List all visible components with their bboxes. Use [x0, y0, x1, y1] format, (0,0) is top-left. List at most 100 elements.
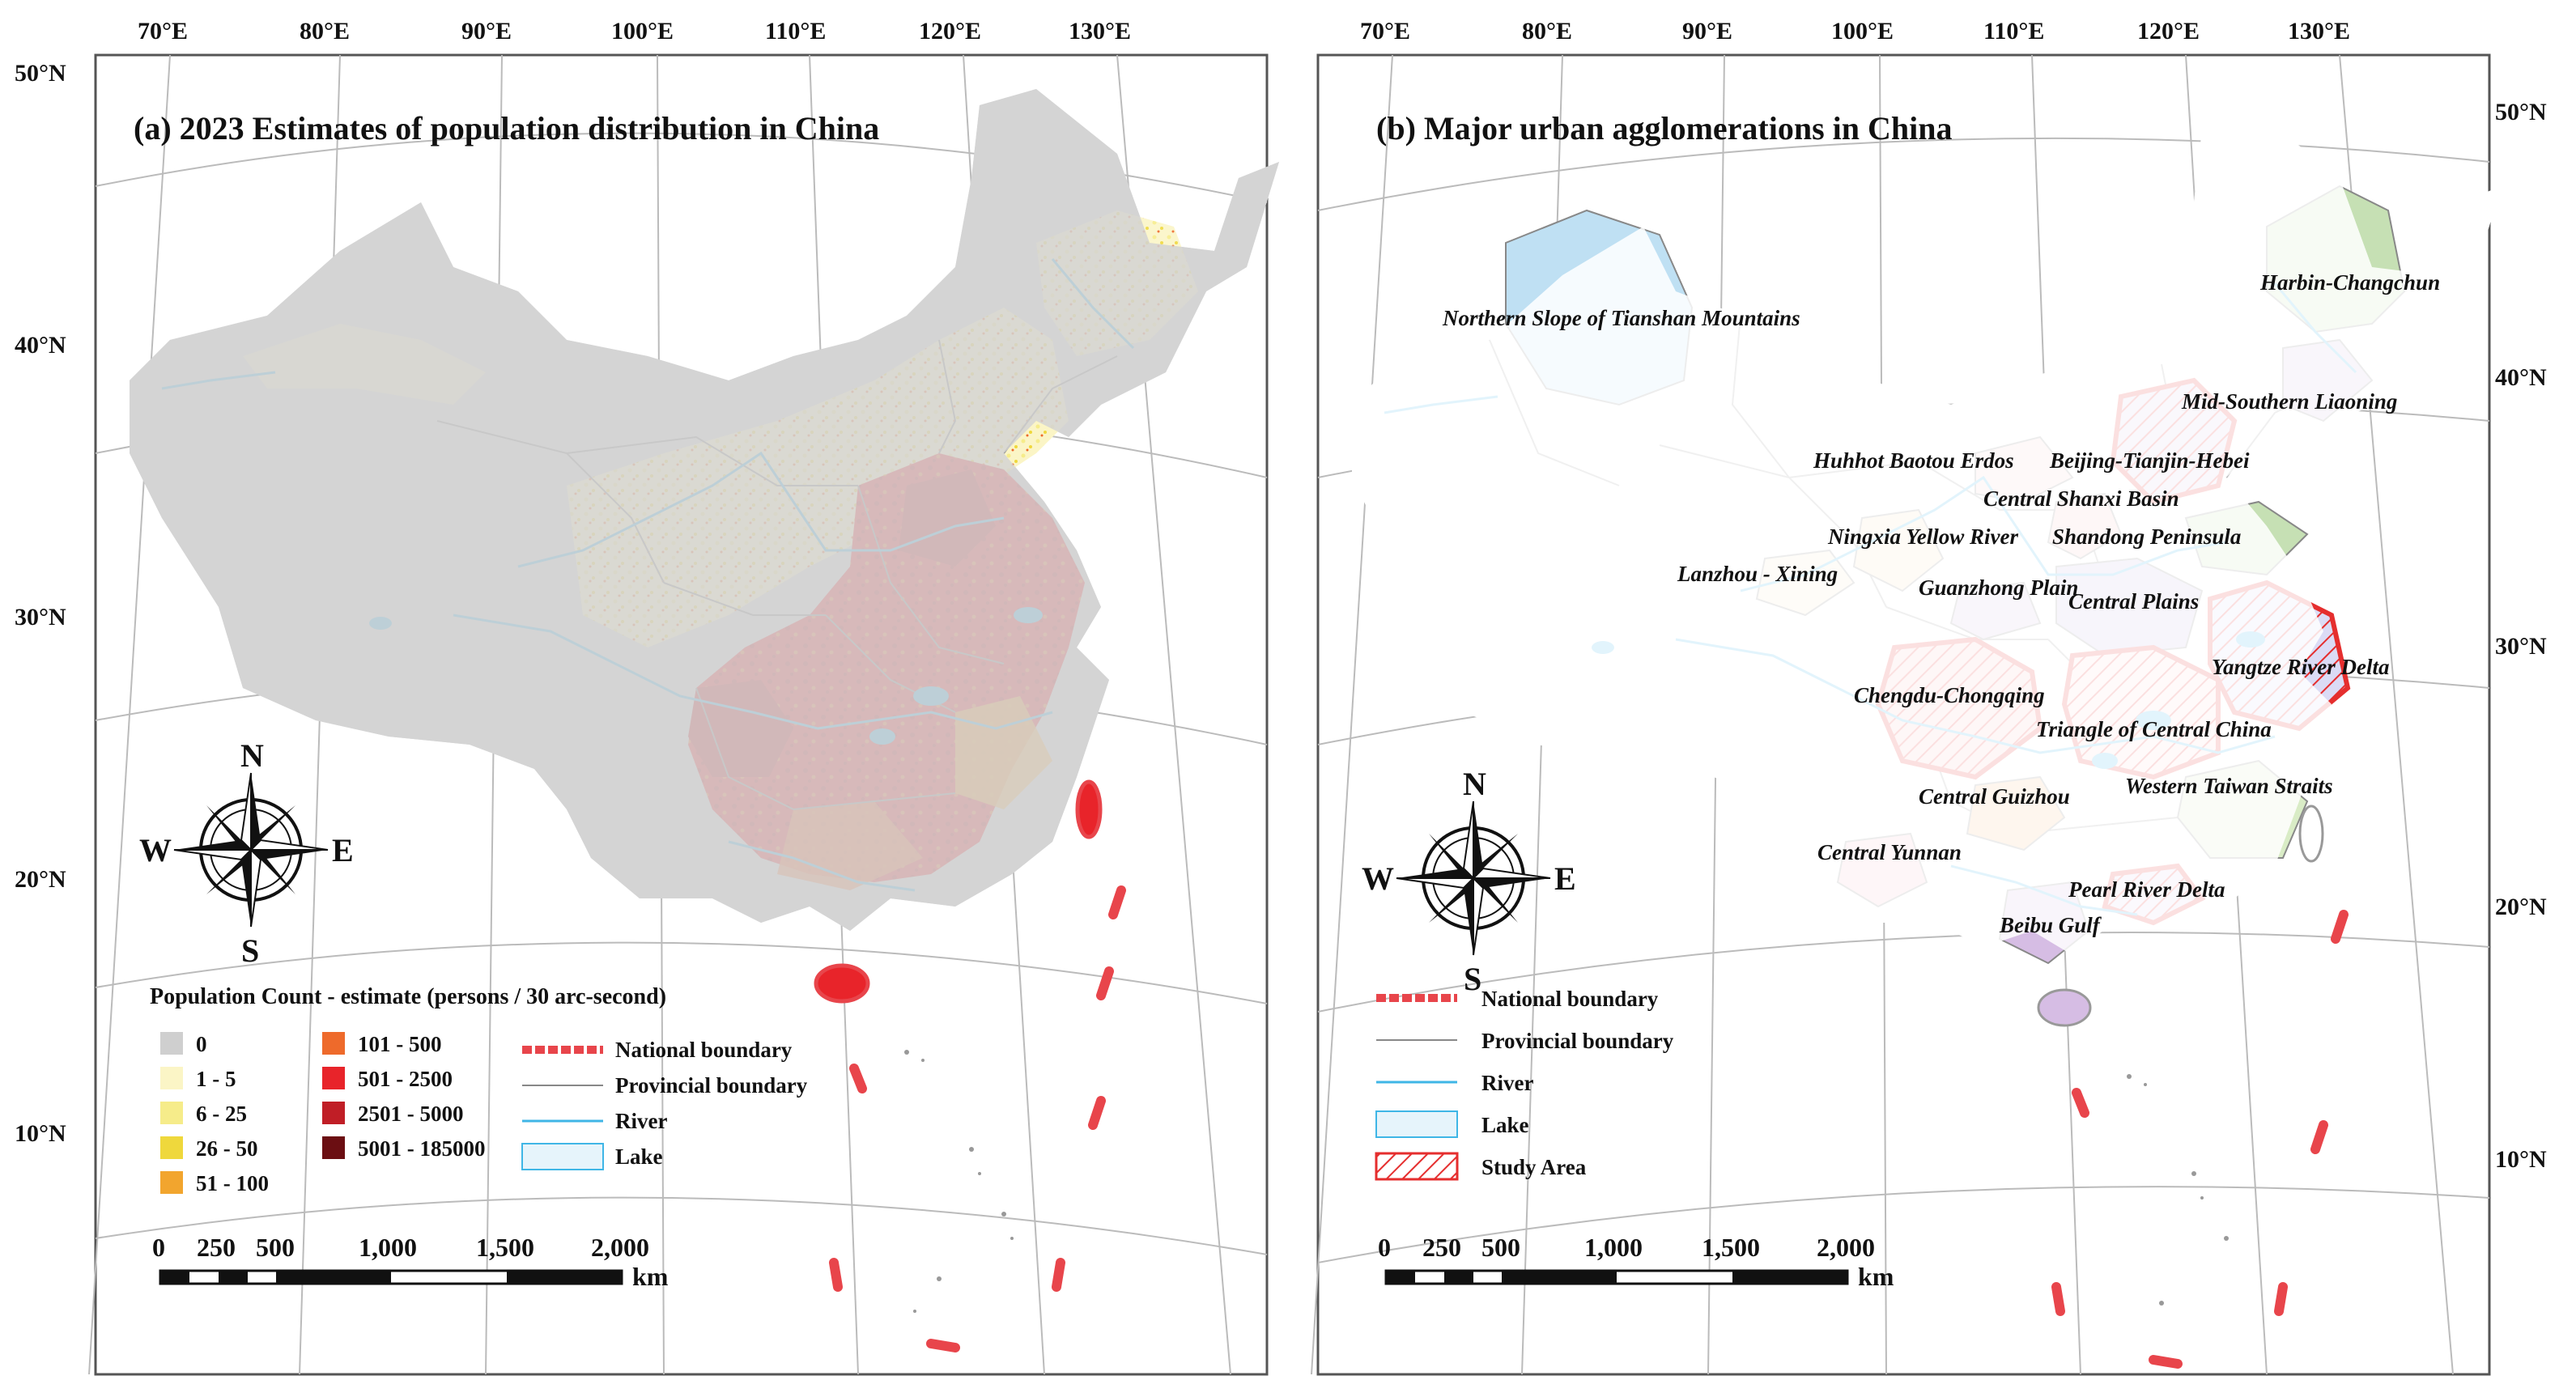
agglomeration-labels: Northern Slope of Tianshan Mountains Har…	[1442, 270, 2440, 937]
scale-bar: 0 250 500 1,000 1,500 2,000 km	[1378, 1233, 1894, 1291]
legend-class-label: 2501 - 5000	[358, 1102, 464, 1126]
lat-tick: 10°N	[2495, 1146, 2547, 1173]
hainan-island	[2037, 988, 2092, 1027]
legend-line-label: National boundary	[615, 1038, 793, 1062]
scale-tick: 2,000	[591, 1233, 649, 1262]
legend-line-label: Study Area	[1481, 1155, 1587, 1179]
legend-class-label: 101 - 500	[358, 1032, 442, 1056]
compass-e: E	[1554, 860, 1576, 897]
lon-tick: 80°E	[300, 18, 350, 45]
south-sea-islands	[904, 1050, 1014, 1313]
scale-tick: 2,000	[1817, 1233, 1875, 1262]
label-shandong-peninsula: Shandong Peninsula	[2052, 524, 2241, 549]
legend-swatch	[160, 1032, 183, 1055]
lat-ticks-b: 50°N 40°N 30°N 20°N 10°N	[2495, 99, 2547, 1173]
label-guanzhong-plain: Guanzhong Plain	[1919, 575, 2078, 600]
legend-line-label: River	[1481, 1071, 1533, 1095]
label-harbin-changchun: Harbin-Changchun	[2259, 270, 2440, 295]
lat-tick: 10°N	[15, 1120, 66, 1147]
hainan-island	[814, 963, 870, 1004]
compass-n: N	[1463, 766, 1486, 802]
lon-ticks-a: 70°E 80°E 90°E 100°E 110°E 120°E 130°E	[138, 18, 1131, 45]
legend-line-label: Provincial boundary	[1481, 1029, 1674, 1053]
lon-tick: 100°E	[611, 18, 674, 45]
lon-tick: 90°E	[1682, 18, 1732, 45]
label-beibu-gulf: Beibu Gulf	[1999, 913, 2102, 937]
legend-line-label: Provincial boundary	[615, 1073, 808, 1098]
legend-swatch	[160, 1102, 183, 1124]
label-central-guizhou: Central Guizhou	[1919, 784, 2070, 809]
compass-s: S	[241, 932, 259, 969]
south-sea-boundary	[2051, 910, 2349, 1369]
legend-line-label: National boundary	[1481, 987, 1659, 1011]
compass-n: N	[240, 737, 264, 774]
legend-class-label: 51 - 100	[196, 1171, 269, 1195]
taiwan-island	[1075, 779, 1103, 839]
lon-tick: 110°E	[765, 18, 826, 45]
compass-rose: N S E W	[139, 737, 354, 969]
label-central-yunnan: Central Yunnan	[1817, 840, 1962, 864]
legend-symbol-study	[1375, 1152, 1459, 1181]
legend-swatch	[160, 1136, 183, 1159]
legend-line-label: Lake	[615, 1144, 663, 1169]
lon-tick: 120°E	[2137, 18, 2200, 45]
scale-bar: 0 250 500 1,000 1,500 2,000 km	[152, 1233, 669, 1291]
label-huhhot-baotou-erdos: Huhhot Baotou Erdos	[1813, 448, 2014, 473]
scale-tick: 0	[1378, 1233, 1391, 1262]
label-pearl-river-delta: Pearl River Delta	[2068, 877, 2225, 902]
lat-tick: 20°N	[2495, 894, 2547, 920]
panel-a-population-map: (a) 2023 Estimates of population distrib…	[15, 18, 1279, 1376]
legend-line-label: Lake	[1481, 1113, 1529, 1137]
label-northern-slope: Northern Slope of Tianshan Mountains	[1442, 306, 1800, 330]
label-central-plains: Central Plains	[2068, 589, 2199, 614]
legend-swatch	[322, 1067, 345, 1089]
legend-class-label: 26 - 50	[196, 1136, 258, 1161]
label-ningxia-yellow-river: Ningxia Yellow River	[1827, 524, 2019, 549]
compass-w: W	[1362, 860, 1394, 897]
south-sea-islands	[2127, 1074, 2229, 1306]
legend-symbol-lake	[1375, 1110, 1458, 1138]
legend-b: National boundary Provincial boundary Rive…	[1375, 987, 1674, 1181]
lon-tick: 120°E	[919, 18, 981, 45]
label-triangle-central-china: Triangle of Central China	[2036, 717, 2272, 741]
lon-ticks-b: 70°E 80°E 90°E 100°E 110°E 120°E 130°E	[1360, 18, 2350, 45]
legend-swatch	[160, 1067, 183, 1089]
compass-w: W	[139, 832, 172, 868]
lon-tick: 70°E	[1360, 18, 1410, 45]
lon-tick: 110°E	[1983, 18, 2044, 45]
lat-tick: 30°N	[2495, 633, 2547, 660]
lon-tick: 90°E	[461, 18, 512, 45]
legend-class-label: 6 - 25	[196, 1102, 247, 1126]
label-lanzhou-xining: Lanzhou - Xining	[1677, 562, 1838, 586]
scale-tick: 500	[1481, 1233, 1520, 1262]
scale-tick: 250	[197, 1233, 236, 1262]
compass-s: S	[1464, 961, 1481, 997]
scale-tick: 1,500	[476, 1233, 534, 1262]
panel-a-title: (a) 2023 Estimates of population distrib…	[134, 110, 879, 146]
scale-tick: 0	[152, 1233, 165, 1262]
scale-tick: 1,500	[1702, 1233, 1760, 1262]
legend-symbol-lake	[521, 1143, 604, 1170]
legend-class-label: 1 - 5	[196, 1067, 236, 1091]
label-central-shanxi: Central Shanxi Basin	[1983, 486, 2179, 511]
panel-b-title: (b) Major urban agglomerations in China	[1376, 110, 1953, 146]
lon-tick: 80°E	[1522, 18, 1572, 45]
legend-swatch	[322, 1136, 345, 1159]
label-mid-southern-liaoning: Mid-Southern Liaoning	[2181, 389, 2397, 414]
lon-tick: 130°E	[2288, 18, 2350, 45]
legend-class-label: 501 - 2500	[358, 1067, 453, 1091]
legend-line-label: River	[615, 1109, 667, 1133]
south-sea-boundary	[829, 885, 1126, 1352]
lon-tick: 70°E	[138, 18, 188, 45]
legend-a: Population Count - estimate (persons / 3…	[150, 984, 808, 1195]
legend-swatch	[322, 1032, 345, 1055]
compass-rose: N S E W	[1362, 766, 1576, 997]
scale-tick: 250	[1422, 1233, 1461, 1262]
scale-tick: 500	[256, 1233, 295, 1262]
scale-tick: 1,000	[359, 1233, 417, 1262]
label-beijing-tianjin-hebei: Beijing-Tianjin-Hebei	[2049, 448, 2250, 473]
legend-swatch	[160, 1171, 183, 1194]
label-chengdu-chongqing: Chengdu-Chongqing	[1854, 683, 2045, 707]
lat-tick: 40°N	[15, 332, 66, 359]
